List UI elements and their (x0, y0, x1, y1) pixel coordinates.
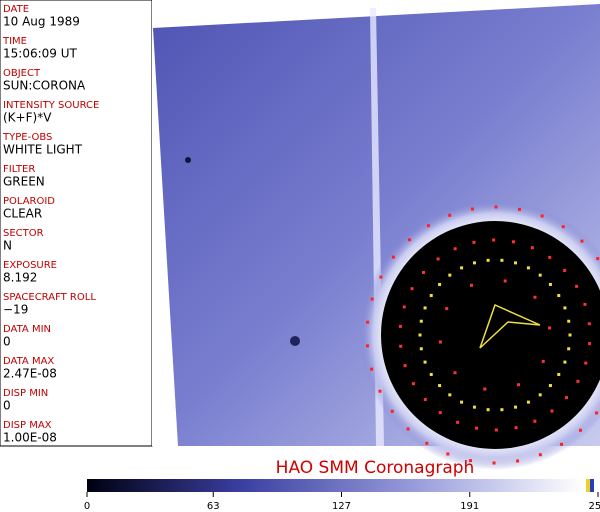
field-value: N (3, 239, 12, 253)
header-panel (0, 0, 153, 447)
field-label: DISP MAX (3, 420, 52, 431)
field-value: WHITE LIGHT (3, 143, 83, 157)
field-value: SUN:CORONA (3, 79, 86, 93)
colorbar-tick-label: 127 (332, 501, 351, 512)
field-value: 1.00E-08 (3, 431, 57, 445)
field-label: DATA MAX (3, 356, 54, 367)
field-label: SPACECRAFT ROLL (3, 292, 96, 303)
field-value: CLEAR (3, 207, 42, 221)
colorbar (87, 479, 598, 492)
field-label: INTENSITY SOURCE (3, 100, 99, 111)
field-value: 0 (3, 335, 11, 349)
field-label: DATE (3, 4, 29, 15)
field-value: −19 (3, 303, 28, 317)
field-value: 10 Aug 1989 (3, 15, 80, 29)
field-value: 8.192 (3, 271, 37, 285)
colorbar-tick-label: 63 (207, 501, 220, 512)
field-label: TIME (2, 36, 27, 47)
field-label: SECTOR (3, 228, 44, 239)
field-value: 0 (3, 399, 11, 413)
colorbar-tick-label: 0 (84, 501, 90, 512)
coronagraph-image (152, 0, 600, 470)
field-value: (K+F)*V (3, 111, 52, 125)
field-label: DATA MIN (3, 324, 51, 335)
field-label: FILTER (3, 164, 35, 175)
field-label: DISP MIN (3, 388, 48, 399)
field-label: OBJECT (3, 68, 41, 79)
field-label: POLAROID (3, 196, 55, 207)
image-title: HAO SMM Coronagraph (276, 458, 475, 478)
field-value: 15:06:09 UT (3, 47, 77, 61)
field-label: TYPE-OBS (2, 132, 52, 143)
colorbar-tick-label: 255 (588, 501, 600, 512)
field-value: 2.47E-08 (3, 367, 57, 381)
colorbar-tick-label: 191 (460, 501, 479, 512)
field-label: EXPOSURE (3, 260, 57, 271)
field-value: GREEN (3, 175, 45, 189)
